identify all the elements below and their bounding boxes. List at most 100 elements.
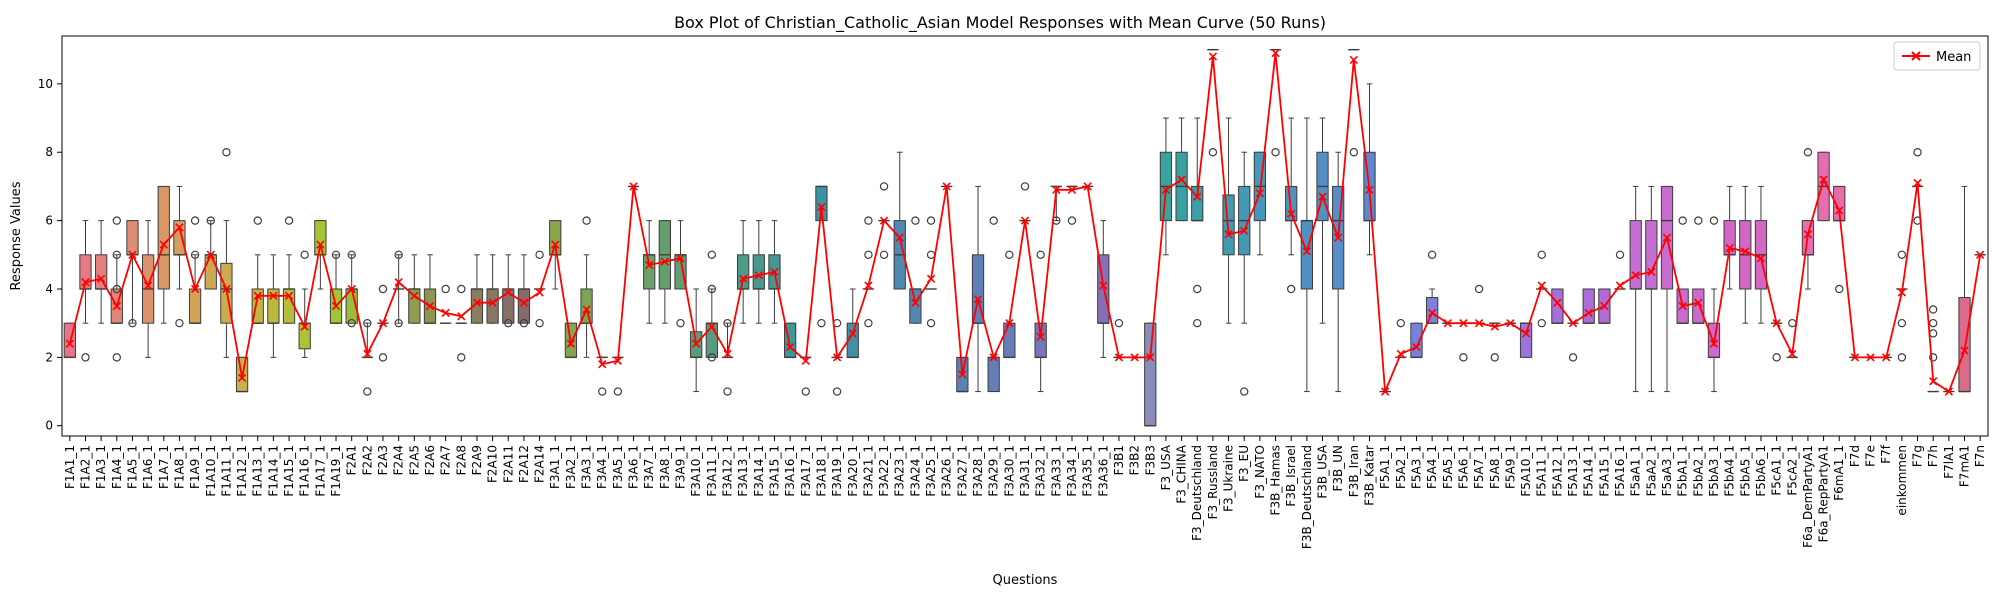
box-F5A13_1 xyxy=(1567,322,1579,362)
mean-marker xyxy=(410,291,419,300)
x-tick-label: F1A6_1 xyxy=(141,445,155,489)
x-tick-label: F1A14_1 xyxy=(266,445,280,497)
box-F2A14 xyxy=(533,250,546,328)
box-iqr xyxy=(1645,220,1658,290)
x-tick-label: F5A13_1 xyxy=(1566,445,1580,497)
x-tick-label: F3A31_1 xyxy=(1018,445,1032,497)
box-F7mA1 xyxy=(1958,185,1971,393)
x-tick-label: F3A12_1 xyxy=(720,445,734,497)
x-tick-label: F2A2 xyxy=(360,445,374,475)
mean-marker xyxy=(96,274,106,283)
outlier-point xyxy=(457,284,466,294)
mean-marker xyxy=(331,301,341,311)
outlier-point xyxy=(1193,318,1202,328)
mean-marker xyxy=(723,349,732,359)
outlier-point xyxy=(1271,148,1280,157)
x-axis-label: Questions xyxy=(993,573,1058,588)
box-F3_EU xyxy=(1238,151,1251,396)
mean-marker xyxy=(1083,182,1092,191)
box-iqr xyxy=(737,254,750,290)
mean-marker xyxy=(1662,233,1672,242)
mean-marker xyxy=(1161,185,1171,195)
box-iqr xyxy=(1551,288,1564,324)
box-iqr xyxy=(408,288,421,324)
x-tick-label: F7h xyxy=(1926,445,1940,467)
mean-marker xyxy=(206,250,215,259)
mean-marker xyxy=(143,281,153,290)
outlier-point xyxy=(347,318,356,328)
x-tick-label: F3A6_1 xyxy=(627,445,641,489)
outlier-point xyxy=(1897,250,1907,260)
mean-marker xyxy=(1318,192,1327,201)
outlier-point xyxy=(1537,318,1546,328)
outlier-point xyxy=(175,318,184,328)
x-tick-label: F2A14 xyxy=(533,445,547,483)
box-F3A9_1 xyxy=(674,220,687,328)
mean-marker xyxy=(832,353,842,362)
x-tick-label: F3_CHINA xyxy=(1175,444,1189,503)
outlier-point xyxy=(598,387,607,396)
box-iqr xyxy=(1144,322,1157,427)
x-tick-label: F3A22_1 xyxy=(877,445,891,497)
mean-marker xyxy=(1647,267,1656,277)
outlier-point xyxy=(1020,182,1030,191)
x-tick-label: F3A25_1 xyxy=(924,445,938,497)
mean-marker xyxy=(347,284,356,294)
outlier-point xyxy=(707,353,717,362)
box-iqr xyxy=(1519,322,1533,358)
x-tick-label: F5bA6_1 xyxy=(1754,445,1768,497)
mean-curve-layer xyxy=(65,48,1985,396)
x-tick-label: F5A10_1 xyxy=(1519,445,1533,497)
outlier-point xyxy=(535,250,544,260)
box-F3A24_1 xyxy=(909,216,922,324)
x-tick-label: F6a_DemPartyA1 xyxy=(1801,445,1815,548)
outlier-point xyxy=(1193,284,1202,294)
x-tick-label: F2A6 xyxy=(423,445,437,475)
x-tick-label: F1A17_1 xyxy=(313,445,327,497)
mean-marker xyxy=(1631,271,1640,280)
box-iqr xyxy=(282,288,296,324)
x-tick-label: F1A16_1 xyxy=(298,445,312,497)
mean-marker xyxy=(1255,189,1265,198)
box-F3A30_1 xyxy=(1003,250,1016,359)
x-tick-label: F3_Deutschland xyxy=(1190,445,1204,541)
mean-marker xyxy=(1146,353,1155,362)
mean-marker xyxy=(738,274,748,283)
box-F5A14_1 xyxy=(1582,288,1595,324)
mean-marker xyxy=(566,339,576,348)
x-tick-label: F3A32_1 xyxy=(1034,445,1048,497)
outlier-point xyxy=(1537,250,1546,260)
x-tick-label: F3A36_1 xyxy=(1096,445,1110,497)
outlier-point xyxy=(347,250,356,260)
y-tick-label: 8 xyxy=(45,145,53,159)
outlier-point xyxy=(1709,216,1719,225)
box-iqr xyxy=(314,220,327,256)
x-tick-label: F3B_Katar xyxy=(1362,445,1376,506)
mean-marker xyxy=(253,291,262,300)
mean-marker xyxy=(1553,298,1562,307)
outlier-point xyxy=(1615,250,1625,260)
box-iqr xyxy=(1582,288,1595,324)
outlier-point xyxy=(394,318,403,328)
outlier-point xyxy=(1897,353,1907,362)
box-F3_CHINA xyxy=(1175,117,1188,222)
mean-marker xyxy=(519,298,529,307)
mean-marker xyxy=(926,274,936,283)
outlier-point xyxy=(864,216,873,225)
box-F2A5 xyxy=(408,254,421,324)
x-tick-label: F3A8_1 xyxy=(658,445,672,489)
outlier-point xyxy=(926,318,936,328)
box-F3B3 xyxy=(1144,322,1157,427)
outlier-point xyxy=(1928,305,1938,314)
x-tick-label: F3_Ukraine xyxy=(1222,445,1236,512)
x-tick-label: F1A15_1 xyxy=(282,445,296,497)
x-tick-label: F2A10 xyxy=(486,445,500,483)
x-tick-label: F5bA5_1 xyxy=(1738,445,1752,497)
box-F5A10_1 xyxy=(1519,322,1533,358)
mean-marker xyxy=(1052,185,1061,195)
box-F3A3_1 xyxy=(580,216,593,358)
box-iqr xyxy=(987,356,1000,393)
x-tick-label: F3A35_1 xyxy=(1081,445,1095,497)
outlier-point xyxy=(535,318,544,328)
box-F5aA2_1 xyxy=(1645,185,1658,393)
